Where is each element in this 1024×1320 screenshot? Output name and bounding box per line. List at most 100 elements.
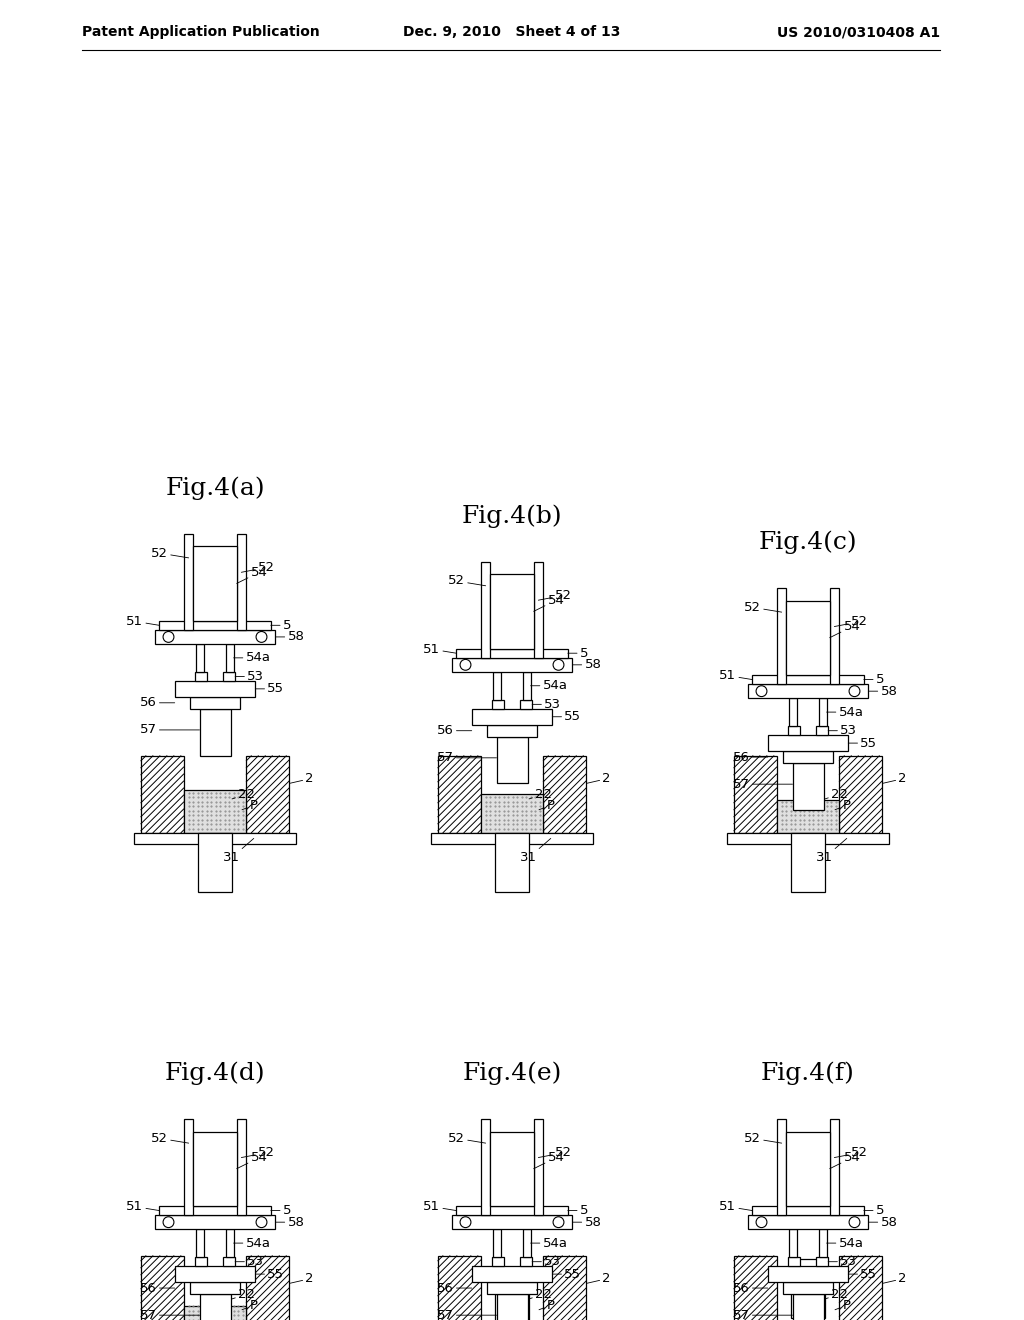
Bar <box>431 833 593 843</box>
Text: P: P <box>539 1299 555 1312</box>
Text: 57: 57 <box>139 1308 200 1320</box>
Circle shape <box>163 631 174 643</box>
Text: 56: 56 <box>140 697 175 709</box>
Text: 57: 57 <box>733 777 793 791</box>
Bar <box>793 1294 823 1320</box>
Bar <box>184 533 194 630</box>
Bar <box>452 657 572 672</box>
Text: 55: 55 <box>552 1267 582 1280</box>
Bar <box>727 833 889 843</box>
Bar <box>748 684 868 698</box>
Bar <box>786 1131 829 1206</box>
Bar <box>777 589 786 684</box>
Circle shape <box>460 660 471 671</box>
Bar <box>523 672 530 700</box>
Text: 52: 52 <box>835 1146 868 1159</box>
Bar <box>190 697 240 709</box>
Text: Fig.4(b): Fig.4(b) <box>462 504 562 528</box>
Text: 5: 5 <box>567 1204 589 1217</box>
Text: 55: 55 <box>552 710 582 723</box>
Bar <box>223 672 236 681</box>
Text: 54a: 54a <box>233 1237 270 1250</box>
Text: 57: 57 <box>436 1308 497 1320</box>
Text: Fig.4(c): Fig.4(c) <box>759 531 857 554</box>
Bar <box>790 1229 797 1257</box>
Text: 2: 2 <box>290 1272 314 1286</box>
Text: Fig.4(f): Fig.4(f) <box>761 1061 855 1085</box>
Text: P: P <box>242 799 258 812</box>
Bar <box>791 1258 825 1317</box>
Bar <box>487 725 537 737</box>
Text: 2: 2 <box>290 772 314 785</box>
Text: 55: 55 <box>255 682 285 696</box>
Bar <box>543 755 587 833</box>
Bar <box>195 672 207 681</box>
Bar <box>490 574 534 648</box>
Text: 57: 57 <box>436 751 497 764</box>
Text: 58: 58 <box>868 1216 897 1229</box>
Text: 5: 5 <box>270 619 291 632</box>
Bar <box>194 1131 237 1206</box>
Text: 58: 58 <box>572 1216 601 1229</box>
Text: 52: 52 <box>242 1146 275 1159</box>
Bar <box>246 755 290 833</box>
Bar <box>194 546 237 620</box>
Bar <box>184 791 246 833</box>
Circle shape <box>553 1217 564 1228</box>
Bar <box>237 1119 246 1216</box>
Text: 52: 52 <box>151 1131 188 1144</box>
Text: 57: 57 <box>139 723 200 737</box>
Bar <box>497 737 527 783</box>
Text: 58: 58 <box>868 685 897 698</box>
Bar <box>520 1257 532 1266</box>
Bar <box>787 1257 800 1266</box>
Bar <box>816 726 828 735</box>
Text: 22: 22 <box>232 1288 255 1300</box>
Text: 2: 2 <box>587 1272 611 1286</box>
Bar <box>246 1255 290 1320</box>
Text: 52: 52 <box>242 561 275 574</box>
Text: 2: 2 <box>883 1272 907 1286</box>
Bar <box>543 1255 587 1320</box>
Circle shape <box>553 660 564 671</box>
Text: 53: 53 <box>532 1255 561 1269</box>
Bar <box>492 700 504 709</box>
Bar <box>223 1257 236 1266</box>
Bar <box>819 698 826 726</box>
Bar <box>437 755 481 833</box>
Text: 54: 54 <box>829 1151 860 1168</box>
Text: 54: 54 <box>534 1151 564 1168</box>
Bar <box>452 1216 572 1229</box>
Text: 54a: 54a <box>233 651 270 664</box>
Bar <box>786 601 829 675</box>
Bar <box>175 681 255 697</box>
Text: Patent Application Publication: Patent Application Publication <box>82 25 319 40</box>
Text: 54a: 54a <box>826 706 863 718</box>
Circle shape <box>256 631 267 643</box>
Circle shape <box>756 686 767 697</box>
Bar <box>791 833 825 892</box>
Bar <box>839 1255 883 1320</box>
Text: P: P <box>835 799 851 812</box>
Bar <box>753 675 864 684</box>
Bar <box>790 698 797 726</box>
Text: US 2010/0310408 A1: US 2010/0310408 A1 <box>777 25 940 40</box>
Circle shape <box>163 1217 174 1228</box>
Text: 54a: 54a <box>826 1237 863 1250</box>
Text: P: P <box>539 799 555 812</box>
Text: 5: 5 <box>270 1204 291 1217</box>
Bar <box>768 1266 848 1282</box>
Text: 55: 55 <box>848 737 878 750</box>
Text: 22: 22 <box>825 788 848 801</box>
Bar <box>200 1294 230 1320</box>
Bar <box>783 1282 833 1294</box>
Text: 5: 5 <box>567 647 589 660</box>
Bar <box>481 562 490 657</box>
Bar <box>481 1119 490 1216</box>
Text: P: P <box>835 1299 851 1312</box>
Text: 51: 51 <box>423 643 457 656</box>
Text: 53: 53 <box>236 671 264 682</box>
Bar <box>495 833 529 892</box>
Text: 54: 54 <box>237 566 267 583</box>
Bar <box>777 1119 786 1216</box>
